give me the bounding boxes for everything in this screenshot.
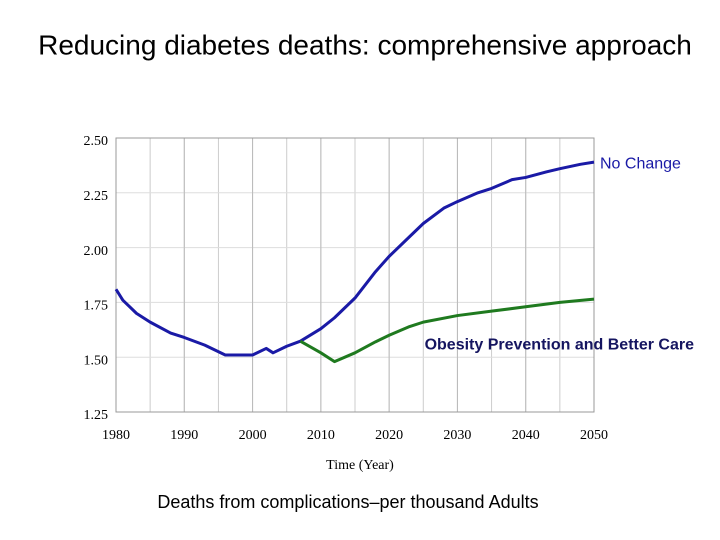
plot-frame — [115, 137, 595, 413]
x-tick-label: 1980 — [102, 428, 130, 443]
y-tick-label: 2.50 — [84, 134, 109, 149]
y-tick-label: 2.25 — [84, 189, 109, 204]
x-axis-label: Time (Year) — [326, 458, 394, 473]
x-tick-label: 2050 — [580, 428, 608, 443]
y-tick-label: 1.25 — [84, 408, 109, 423]
series-label: No Change — [600, 155, 681, 172]
chart-title: Reducing diabetes deaths: comprehensive … — [38, 29, 692, 60]
x-tick-label: 2030 — [443, 428, 471, 443]
y-tick-label: 2.00 — [84, 244, 109, 259]
series-line — [299, 297, 595, 364]
caption: Deaths from complications–per thousand A… — [157, 492, 538, 512]
series-line — [114, 160, 595, 357]
x-tick-label: 1990 — [170, 428, 198, 443]
y-tick-label: 1.75 — [84, 299, 109, 314]
x-tick-label: 2000 — [239, 428, 267, 443]
series-label: Obesity Prevention and Better Care — [425, 336, 695, 353]
y-tick-label: 1.50 — [84, 353, 109, 368]
x-tick-label: 2020 — [375, 428, 403, 443]
x-tick-label: 2040 — [512, 428, 540, 443]
x-tick-label: 2010 — [307, 428, 335, 443]
